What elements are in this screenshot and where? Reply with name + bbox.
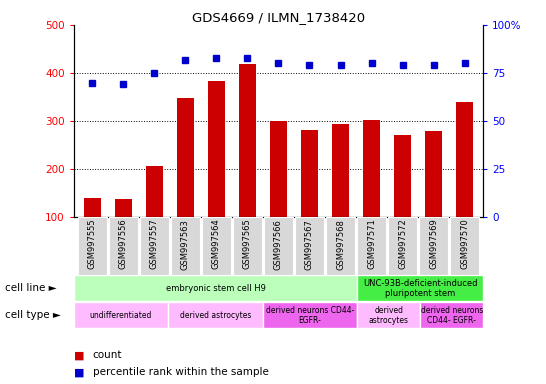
Bar xyxy=(357,275,483,301)
Text: GSM997572: GSM997572 xyxy=(398,219,407,270)
Bar xyxy=(115,199,132,265)
Text: derived
astrocytes: derived astrocytes xyxy=(369,306,409,325)
Text: derived neurons
CD44- EGFR-: derived neurons CD44- EGFR- xyxy=(420,306,483,325)
Text: GSM997570: GSM997570 xyxy=(460,219,469,270)
Bar xyxy=(450,217,479,275)
Bar xyxy=(202,217,231,275)
Text: undifferentiated: undifferentiated xyxy=(90,311,152,320)
Bar xyxy=(295,217,324,275)
Bar xyxy=(177,98,194,265)
Bar xyxy=(357,217,386,275)
Bar xyxy=(74,275,357,301)
Bar xyxy=(425,131,442,265)
Text: UNC-93B-deficient-induced
pluripotent stem: UNC-93B-deficient-induced pluripotent st… xyxy=(363,279,477,298)
Bar xyxy=(84,198,101,265)
Bar xyxy=(109,217,138,275)
Text: GSM997568: GSM997568 xyxy=(336,219,345,270)
Text: GSM997567: GSM997567 xyxy=(305,219,314,270)
Bar xyxy=(394,136,411,265)
Text: derived astrocytes: derived astrocytes xyxy=(180,311,251,320)
Text: percentile rank within the sample: percentile rank within the sample xyxy=(93,367,269,377)
Text: GSM997569: GSM997569 xyxy=(429,219,438,270)
Bar xyxy=(233,217,262,275)
Title: GDS4669 / ILMN_1738420: GDS4669 / ILMN_1738420 xyxy=(192,11,365,24)
Bar xyxy=(263,302,357,328)
Text: GSM997556: GSM997556 xyxy=(119,219,128,270)
Text: GSM997571: GSM997571 xyxy=(367,219,376,270)
Bar xyxy=(332,124,349,265)
Text: GSM997563: GSM997563 xyxy=(181,219,190,270)
Bar xyxy=(146,166,163,265)
Text: derived neurons CD44-
EGFR-: derived neurons CD44- EGFR- xyxy=(266,306,354,325)
Text: ■: ■ xyxy=(74,367,84,377)
Bar xyxy=(420,302,483,328)
Bar xyxy=(74,302,168,328)
Bar xyxy=(363,120,380,265)
Text: ■: ■ xyxy=(74,350,84,360)
Text: GSM997564: GSM997564 xyxy=(212,219,221,270)
Bar xyxy=(168,302,263,328)
Text: count: count xyxy=(93,350,122,360)
Text: GSM997555: GSM997555 xyxy=(88,219,97,269)
Bar xyxy=(357,302,420,328)
Text: GSM997565: GSM997565 xyxy=(243,219,252,270)
Bar xyxy=(239,65,256,265)
Bar xyxy=(264,217,293,275)
Text: cell line ►: cell line ► xyxy=(5,283,57,293)
Text: embryonic stem cell H9: embryonic stem cell H9 xyxy=(165,284,265,293)
Bar xyxy=(140,217,169,275)
Bar xyxy=(388,217,417,275)
Bar xyxy=(326,217,355,275)
Bar xyxy=(78,217,107,275)
Text: GSM997557: GSM997557 xyxy=(150,219,159,270)
Bar xyxy=(419,217,448,275)
Text: GSM997566: GSM997566 xyxy=(274,219,283,270)
Text: cell type ►: cell type ► xyxy=(5,310,61,320)
Bar xyxy=(171,217,200,275)
Bar xyxy=(456,102,473,265)
Bar xyxy=(208,81,225,265)
Bar xyxy=(270,121,287,265)
Bar xyxy=(301,130,318,265)
